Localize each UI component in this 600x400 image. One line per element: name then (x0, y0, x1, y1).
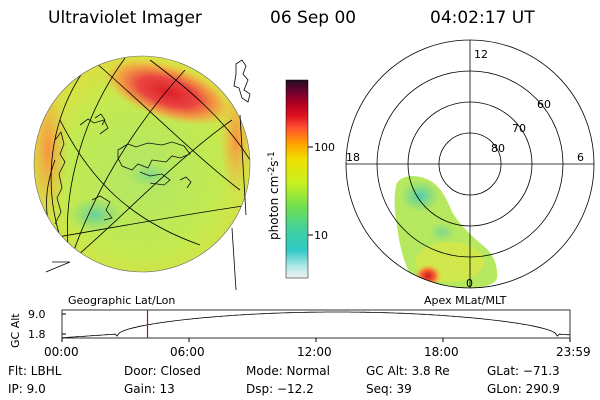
geo-disk-outline (33, 55, 251, 273)
geo-coastlines (54, 113, 192, 225)
polar-panel-caption: Apex MLat/MLT (424, 294, 507, 307)
geo-noise-texture (34, 56, 250, 272)
altitude-xtick-label-1800: 18:00 (424, 345, 459, 359)
altitude-ylabel: GC Alt (9, 313, 22, 348)
polar-mlt-label-6: 6 (577, 151, 584, 164)
filter-status: Flt: LBHL (8, 364, 62, 378)
polar-lat-label-70: 70 (512, 122, 526, 135)
geo-panel-caption: Geographic Lat/Lon (68, 294, 175, 307)
polar-lat-label-60: 60 (537, 98, 551, 111)
altitude-xtick-label-2359: 23:59 (556, 345, 591, 359)
geo-grid (39, 57, 250, 263)
polar-lat-label-80: 80 (491, 142, 505, 155)
intensity-colorbar: 100 10 photon cm-2s-1 (267, 79, 335, 279)
colorbar-tick-label-100: 100 (314, 141, 335, 154)
instrument-title: Ultraviolet Imager (48, 8, 202, 28)
dsp-status: Dsp: −12.2 (246, 382, 314, 396)
polar-mlt-label-12: 12 (474, 48, 488, 61)
polar-mlt-label-18: 18 (346, 151, 360, 164)
ip-status: IP: 9.0 (8, 382, 46, 396)
geo-grid-outer (45, 114, 247, 291)
altitude-xticks (61, 338, 571, 342)
glat-status: GLat: −71.3 (487, 364, 560, 378)
polar-grid (345, 39, 595, 289)
observation-date: 06 Sep 00 (270, 8, 357, 28)
altitude-xtick-label-1200: 12:00 (297, 345, 332, 359)
greenland-coast-fragment (233, 59, 251, 103)
observation-time: 04:02:17 UT (430, 8, 535, 28)
colorbar-tick-label-10: 10 (314, 229, 328, 242)
seq-status: Seq: 39 (366, 382, 412, 396)
polar-mlt-label-0: 0 (466, 277, 473, 290)
mode-status: Mode: Normal (246, 364, 330, 378)
gain-status: Gain: 13 (124, 382, 175, 396)
colorbar-gradient (285, 79, 309, 279)
altitude-timeline-plot: 9.0 1.8 GC Alt 00:00 06:00 12:00 18:00 2… (9, 308, 591, 359)
altitude-ytick-label-9: 9.0 (28, 308, 46, 321)
polar-noise-texture (394, 176, 498, 288)
glon-status: GLon: 290.9 (487, 382, 560, 396)
colorbar-unit-label: photon cm-2s-1 (267, 151, 281, 240)
polar-mlt-panel: 12 18 6 0 60 70 80 (345, 39, 595, 290)
altitude-ytick-label-1.8: 1.8 (28, 328, 46, 341)
altitude-orbit-curve (62, 311, 570, 338)
altitude-plot-frame (61, 309, 571, 339)
altitude-xtick-label-0600: 06:00 (170, 345, 205, 359)
door-status: Door: Closed (124, 364, 201, 378)
altitude-xtick-label-0000: 00:00 (44, 345, 79, 359)
geographic-image-panel (33, 55, 251, 291)
gc-alt-status: GC Alt: 3.8 Re (366, 364, 450, 378)
